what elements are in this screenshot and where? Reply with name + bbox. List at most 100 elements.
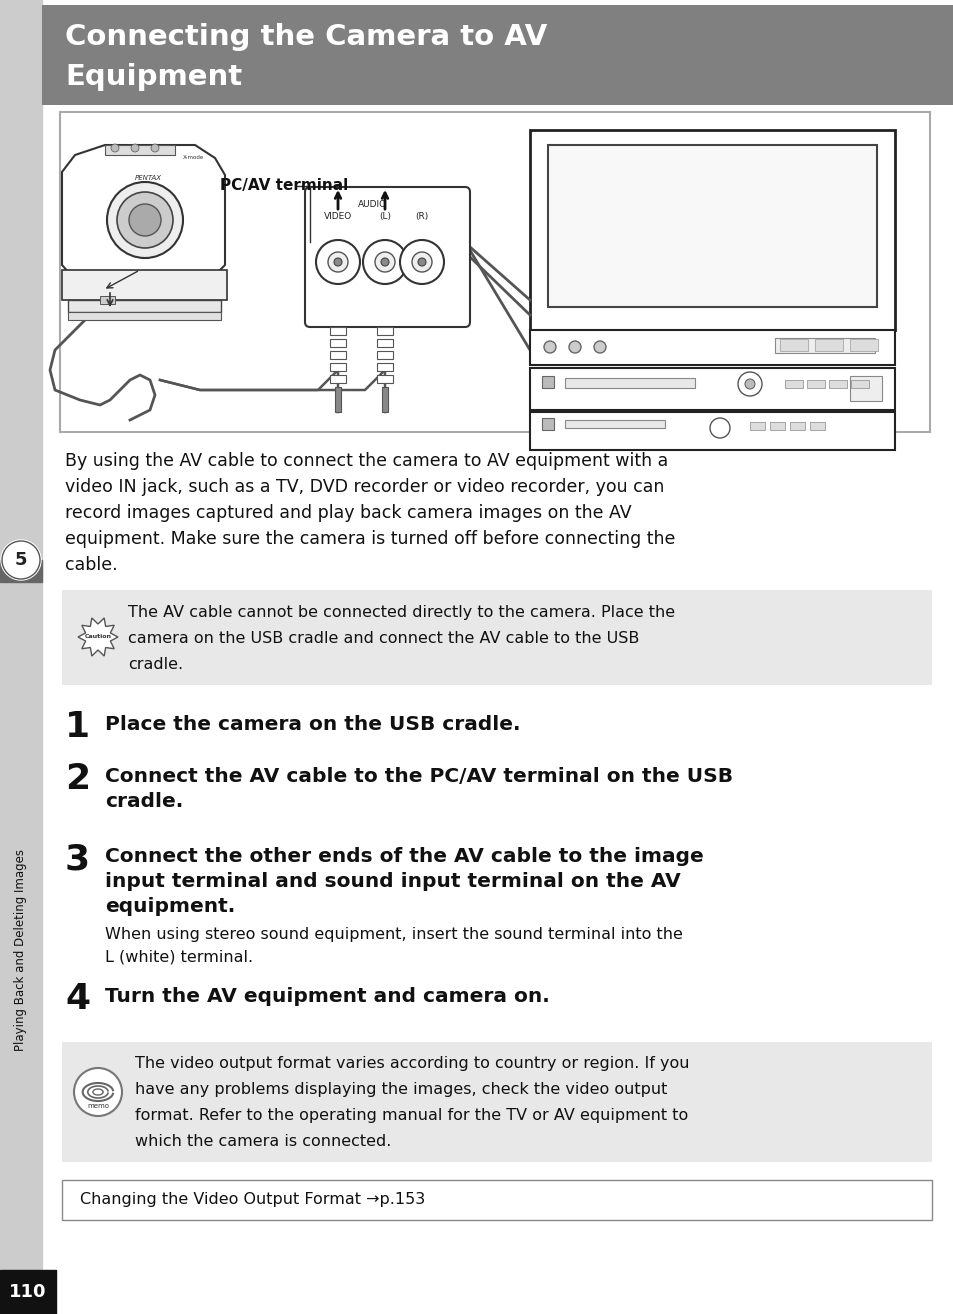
Circle shape [375, 252, 395, 272]
Bar [564, 378, 695, 388]
Bar [541, 376, 554, 388]
Circle shape [111, 145, 119, 152]
Text: L (white) terminal.: L (white) terminal. [105, 950, 253, 964]
Text: format. Refer to the operating manual for the TV or AV equipment to: format. Refer to the operating manual fo… [135, 1108, 687, 1123]
Bar [0, 0, 42, 1314]
Text: cradle.: cradle. [128, 657, 183, 671]
Bar [0, 1271, 56, 1314]
Bar [376, 339, 393, 347]
Text: equipment. Make sure the camera is turned off before connecting the: equipment. Make sure the camera is turne… [65, 530, 675, 548]
Circle shape [107, 183, 183, 258]
Text: equipment.: equipment. [105, 897, 235, 916]
Bar [100, 296, 115, 304]
Text: X-mode: X-mode [182, 155, 203, 160]
Text: Connecting the Camera to AV: Connecting the Camera to AV [65, 24, 547, 51]
Text: When using stereo sound equipment, insert the sound terminal into the: When using stereo sound equipment, inser… [105, 926, 682, 942]
Bar [547, 145, 876, 307]
Text: 5: 5 [14, 551, 28, 569]
Text: have any problems displaying the images, check the video output: have any problems displaying the images,… [135, 1081, 667, 1097]
Polygon shape [78, 618, 118, 656]
Text: The video output format varies according to country or region. If you: The video output format varies according… [135, 1056, 689, 1071]
Bar [530, 368, 894, 410]
Bar [789, 422, 804, 430]
Bar [828, 380, 846, 388]
Bar [541, 418, 554, 430]
Bar [780, 339, 807, 351]
Bar [530, 413, 894, 449]
Text: 110: 110 [10, 1282, 47, 1301]
Circle shape [738, 372, 761, 396]
Bar [376, 327, 393, 335]
Text: Turn the AV equipment and camera on.: Turn the AV equipment and camera on. [105, 987, 549, 1007]
Text: Changing the Video Output Format →p.153: Changing the Video Output Format →p.153 [80, 1192, 425, 1208]
Bar [62, 269, 227, 300]
Circle shape [417, 258, 426, 265]
Bar [849, 376, 882, 401]
Text: Place the camera on the USB cradle.: Place the camera on the USB cradle. [105, 715, 520, 735]
Circle shape [74, 1068, 122, 1116]
Bar [814, 339, 842, 351]
Text: (L): (L) [378, 212, 391, 221]
Circle shape [709, 418, 729, 438]
Text: (R): (R) [415, 212, 428, 221]
Bar [60, 112, 929, 432]
Circle shape [131, 145, 139, 152]
Bar [769, 422, 784, 430]
Bar [381, 388, 388, 413]
Text: 2: 2 [65, 762, 90, 796]
Circle shape [117, 192, 172, 248]
Text: By using the AV cable to connect the camera to AV equipment with a: By using the AV cable to connect the cam… [65, 452, 667, 470]
Circle shape [543, 342, 556, 353]
Text: video IN jack, such as a TV, DVD recorder or video recorder, you can: video IN jack, such as a TV, DVD recorde… [65, 478, 663, 495]
Circle shape [568, 342, 580, 353]
Bar [749, 422, 764, 430]
Bar [0, 560, 42, 582]
Text: 1: 1 [65, 710, 90, 744]
Circle shape [328, 252, 348, 272]
Bar [330, 351, 346, 359]
Bar [330, 339, 346, 347]
Text: Equipment: Equipment [65, 63, 242, 91]
Text: The AV cable cannot be connected directly to the camera. Place the: The AV cable cannot be connected directl… [128, 604, 675, 620]
Bar [849, 339, 877, 351]
Bar [564, 420, 664, 428]
Circle shape [129, 204, 161, 237]
Bar [42, 5, 953, 105]
Bar [105, 145, 174, 155]
Text: record images captured and play back camera images on the AV: record images captured and play back cam… [65, 505, 631, 522]
Text: cradle.: cradle. [105, 792, 183, 811]
Text: memo: memo [87, 1102, 109, 1109]
Bar [784, 380, 802, 388]
Text: Connect the other ends of the AV cable to the image: Connect the other ends of the AV cable t… [105, 848, 703, 866]
Bar [68, 311, 221, 321]
Circle shape [744, 378, 754, 389]
Text: PC/AV terminal: PC/AV terminal [220, 177, 348, 193]
Bar [335, 388, 340, 413]
Circle shape [399, 240, 443, 284]
Text: input terminal and sound input terminal on the AV: input terminal and sound input terminal … [105, 872, 680, 891]
Bar [806, 380, 824, 388]
Bar [850, 380, 868, 388]
Bar [62, 590, 931, 685]
Text: AUDIO: AUDIO [357, 200, 386, 209]
Bar [809, 422, 824, 430]
Circle shape [594, 342, 605, 353]
Bar [330, 374, 346, 382]
Circle shape [151, 145, 159, 152]
Circle shape [363, 240, 407, 284]
Bar [330, 327, 346, 335]
Bar [62, 1180, 931, 1219]
Circle shape [334, 258, 341, 265]
Bar [62, 1042, 931, 1162]
Circle shape [1, 540, 41, 579]
Bar [376, 351, 393, 359]
Text: cable.: cable. [65, 556, 117, 574]
Bar [376, 374, 393, 382]
Text: VIDEO: VIDEO [323, 212, 352, 221]
Text: which the camera is connected.: which the camera is connected. [135, 1134, 391, 1148]
Bar [330, 363, 346, 371]
Bar [68, 300, 221, 311]
Bar [376, 363, 393, 371]
Text: Caution: Caution [85, 635, 112, 640]
Circle shape [315, 240, 359, 284]
